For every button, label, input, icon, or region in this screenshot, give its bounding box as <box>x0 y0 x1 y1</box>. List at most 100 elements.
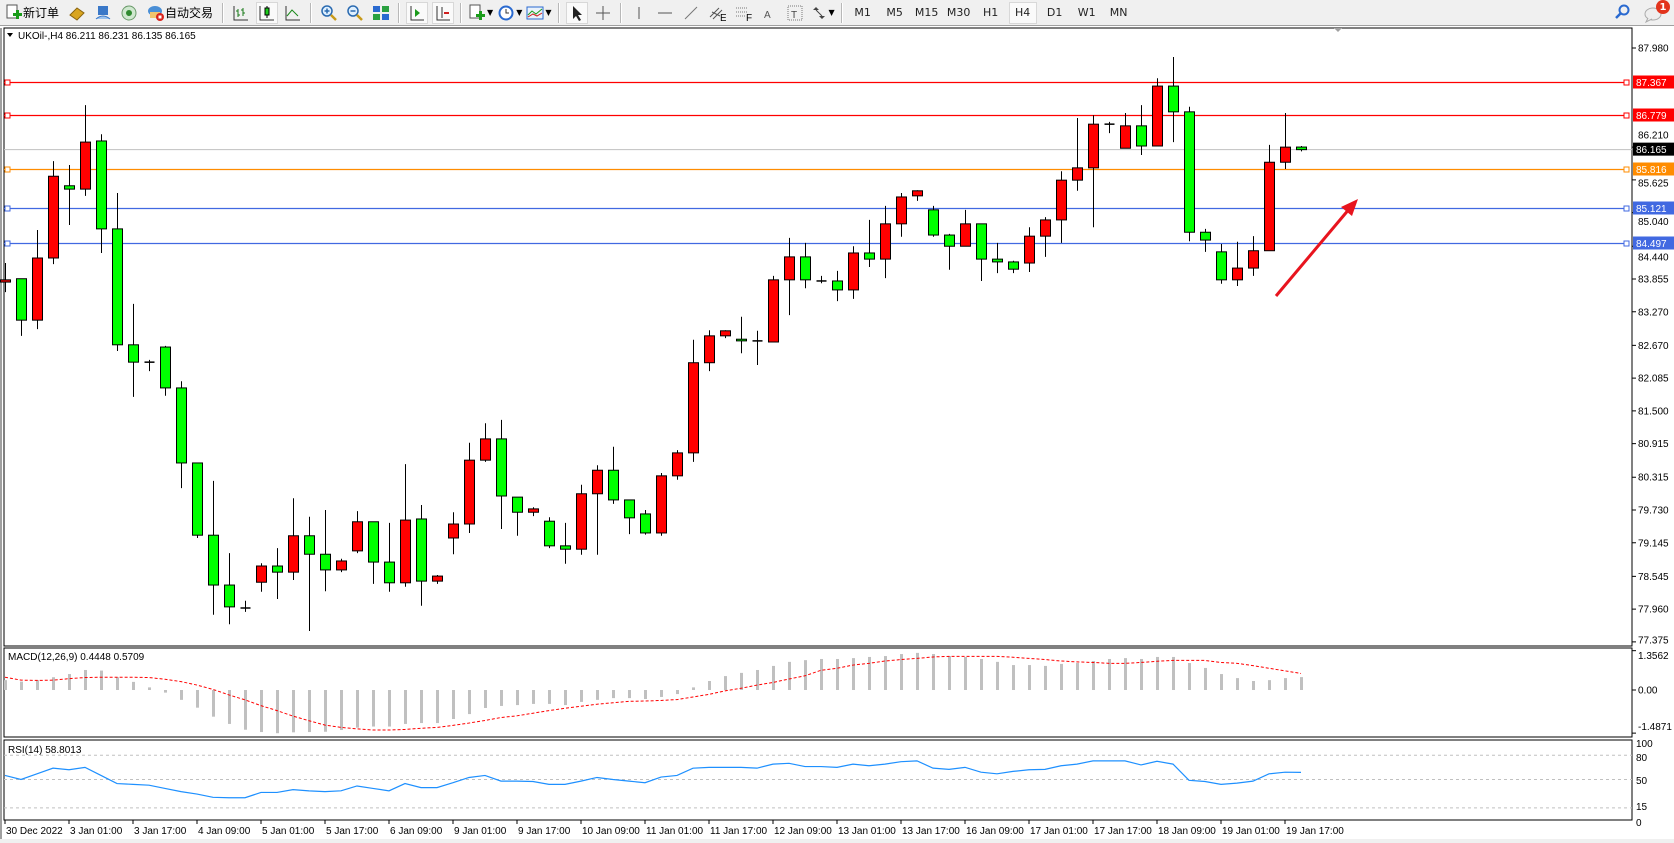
chart-window[interactable]: 87.980 86.210 85.625 85.040 84.440 83.855 83.2… <box>0 26 1674 843</box>
candle[interactable] <box>496 419 507 530</box>
crosshair-button[interactable] <box>592 2 614 24</box>
candle[interactable] <box>272 548 283 600</box>
candle[interactable] <box>624 499 635 535</box>
rsi-panel[interactable]: 100 80 50 15 0 <box>3 739 1653 829</box>
candle[interactable] <box>912 190 923 201</box>
trend-arrow-shaft[interactable] <box>1274 207 1352 297</box>
trendline-button[interactable] <box>680 2 702 24</box>
candle[interactable] <box>928 205 939 237</box>
text-label-button[interactable]: T <box>784 2 806 24</box>
candle[interactable] <box>1280 112 1291 169</box>
candle[interactable] <box>464 442 475 533</box>
candle[interactable] <box>368 521 379 584</box>
market-watch-button[interactable] <box>92 2 114 24</box>
timeframe-m5[interactable]: M5 <box>886 6 903 19</box>
candle[interactable] <box>560 522 571 564</box>
candle[interactable] <box>672 450 683 480</box>
candle[interactable] <box>1008 260 1019 274</box>
timeframe-w1[interactable]: W1 <box>1077 6 1096 19</box>
timeframe-h1[interactable]: H1 <box>983 6 999 19</box>
level-handle-right[interactable] <box>1623 166 1630 173</box>
candle[interactable] <box>848 246 859 299</box>
candle[interactable] <box>640 510 651 535</box>
candle[interactable] <box>544 517 555 549</box>
candle[interactable] <box>176 381 187 489</box>
candle[interactable] <box>80 105 91 196</box>
candle[interactable] <box>112 193 123 351</box>
candle[interactable] <box>416 504 427 606</box>
candle[interactable] <box>16 278 27 336</box>
channel-button[interactable]: E <box>706 2 728 24</box>
candle[interactable] <box>736 316 747 354</box>
level-handle-left[interactable] <box>4 205 11 212</box>
auto-trading-button[interactable]: 自动交易 <box>144 2 216 24</box>
candle[interactable] <box>336 558 347 573</box>
timeframe-m15[interactable]: M15 <box>914 6 939 19</box>
candle[interactable] <box>768 275 779 343</box>
candle[interactable] <box>1200 228 1211 252</box>
candle[interactable] <box>1296 145 1307 152</box>
candle[interactable] <box>1056 171 1067 243</box>
candle[interactable] <box>704 330 715 372</box>
level-handle-right[interactable] <box>1623 79 1630 86</box>
candle[interactable] <box>32 230 43 330</box>
candle[interactable] <box>208 480 219 615</box>
candle[interactable] <box>320 510 331 592</box>
candle[interactable] <box>480 423 491 462</box>
candle[interactable] <box>64 165 75 225</box>
candle[interactable] <box>96 134 107 253</box>
candle[interactable] <box>240 600 251 612</box>
candle[interactable] <box>576 484 587 555</box>
cursor-button[interactable] <box>565 1 588 24</box>
candle[interactable] <box>592 465 603 555</box>
text-button[interactable]: A <box>758 2 780 24</box>
fibonacci-button[interactable]: F <box>732 2 754 24</box>
candle[interactable] <box>192 462 203 538</box>
candle[interactable] <box>1248 236 1259 276</box>
candle[interactable] <box>976 223 987 281</box>
zoom-out-button[interactable] <box>344 2 366 24</box>
candlestick-button[interactable] <box>256 1 279 24</box>
level-handle-right[interactable] <box>1623 112 1630 119</box>
chart-shift-marker-icon[interactable] <box>1334 28 1342 32</box>
new-chart-button[interactable]: ▼ <box>468 2 493 24</box>
level-handle-right[interactable] <box>1623 205 1630 212</box>
candle[interactable] <box>1136 105 1147 155</box>
candle[interactable] <box>992 242 1003 274</box>
candle[interactable] <box>864 219 875 267</box>
candle[interactable] <box>528 507 539 517</box>
candle[interactable] <box>1232 241 1243 286</box>
candle[interactable] <box>0 263 11 293</box>
chevron-down-icon[interactable]: ▼ <box>828 8 835 17</box>
new-order-button[interactable]: 新订单 <box>2 2 62 24</box>
candle[interactable] <box>960 209 971 247</box>
candle[interactable] <box>224 553 235 625</box>
candle[interactable] <box>1216 244 1227 284</box>
candle[interactable] <box>816 275 827 284</box>
candle[interactable] <box>1024 227 1035 272</box>
candle[interactable] <box>1104 121 1115 134</box>
signal-button[interactable] <box>118 2 140 24</box>
chart-shift-button[interactable] <box>432 1 455 24</box>
zoom-in-button[interactable] <box>318 2 340 24</box>
arrows-button[interactable]: ▼ <box>810 2 835 24</box>
candle[interactable] <box>1264 144 1275 252</box>
candle[interactable] <box>160 345 171 396</box>
candle[interactable] <box>688 339 699 462</box>
candle[interactable] <box>512 496 523 536</box>
candle[interactable] <box>1088 115 1099 228</box>
candle[interactable] <box>944 233 955 270</box>
bar-chart-button[interactable] <box>230 2 252 24</box>
gold-button[interactable] <box>66 2 88 24</box>
candle[interactable] <box>1072 118 1083 191</box>
horizontal-line-button[interactable] <box>654 2 676 24</box>
chevron-down-icon[interactable]: ▼ <box>545 8 552 17</box>
candle[interactable] <box>784 237 795 316</box>
candle[interactable] <box>880 205 891 279</box>
candle[interactable] <box>896 193 907 237</box>
candle[interactable] <box>128 303 139 397</box>
chevron-down-icon[interactable]: ▼ <box>487 8 494 17</box>
auto-scroll-button[interactable] <box>406 1 429 24</box>
candle[interactable] <box>288 498 299 580</box>
level-handle-left[interactable] <box>4 112 11 119</box>
